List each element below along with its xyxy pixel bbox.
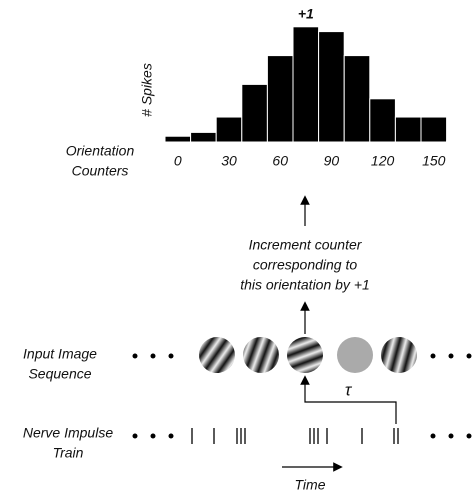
bar	[394, 116, 422, 143]
nerve-label: Nerve Impulse	[23, 425, 113, 441]
x-tick-label: 90	[324, 153, 340, 169]
bar	[266, 55, 294, 143]
increment-text: Increment counter	[249, 237, 363, 253]
bar	[369, 98, 396, 143]
bar	[190, 131, 217, 143]
x-label: Orientation	[66, 143, 135, 159]
increment-text: this orientation by +1	[240, 277, 370, 293]
tau: τ	[345, 380, 353, 399]
bar	[343, 55, 371, 143]
x-label: Counters	[72, 163, 129, 179]
dots	[132, 433, 472, 439]
x-tick-label: 60	[272, 153, 288, 169]
bar	[164, 135, 192, 143]
tau-arrow	[300, 375, 397, 424]
gratings	[199, 337, 417, 373]
x-tick-label: 150	[422, 153, 446, 169]
dots	[132, 353, 472, 359]
histogram: 0 30 60 90 120 150 +1	[164, 6, 473, 169]
x-tick-label: 120	[371, 153, 395, 169]
bar	[215, 116, 243, 143]
bar	[292, 26, 320, 143]
input-label: Input Image	[23, 346, 97, 362]
y-label: # Spikes	[139, 63, 155, 117]
bar	[446, 140, 473, 143]
spike-train	[191, 428, 399, 444]
nerve-label: Train	[53, 445, 84, 461]
time-label: Time	[295, 477, 326, 493]
x-tick-label: 0	[174, 153, 182, 169]
x-tick-label: 30	[221, 153, 237, 169]
bar	[420, 116, 448, 143]
increment-text: corresponding to	[253, 257, 358, 273]
bar	[318, 31, 345, 143]
annotation: +1	[298, 6, 314, 22]
input-label: Sequence	[28, 366, 91, 382]
bar	[241, 83, 268, 143]
